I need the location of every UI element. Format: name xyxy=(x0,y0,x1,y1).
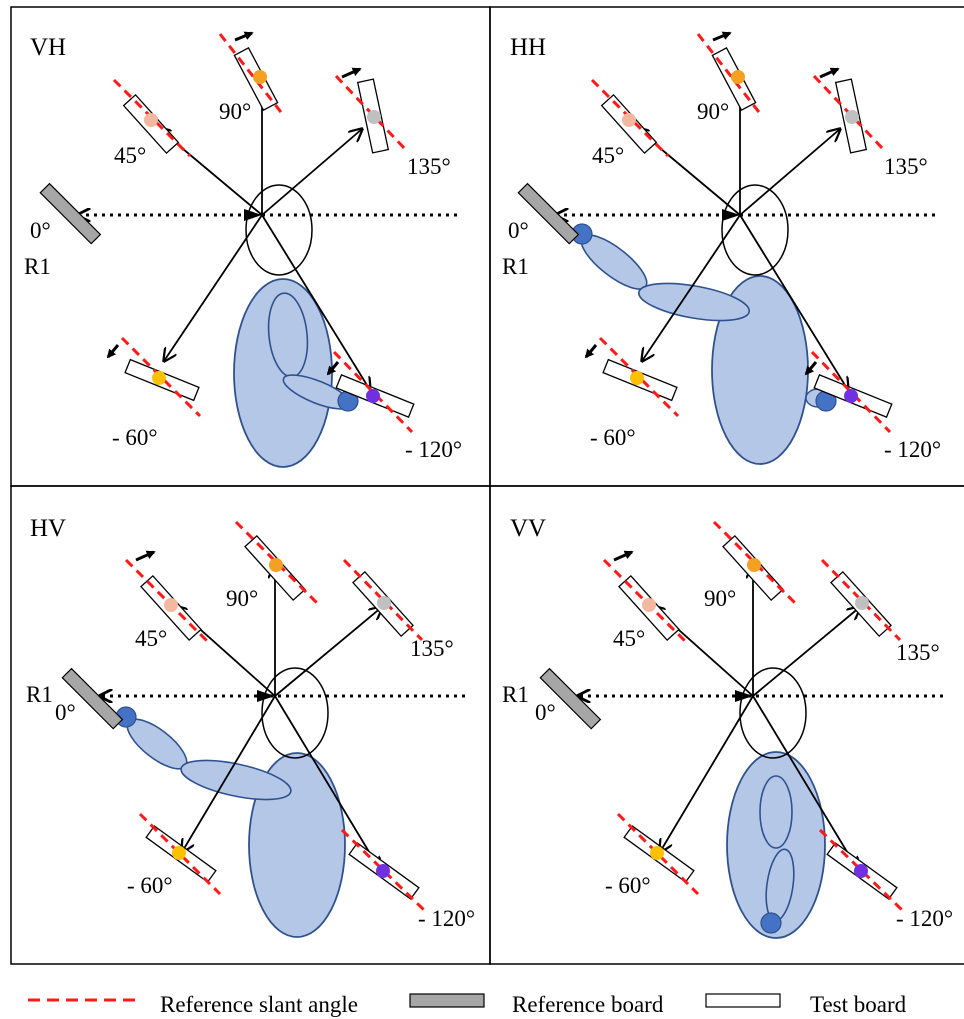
reference-board xyxy=(517,182,580,245)
label-m120: - 120° xyxy=(884,437,941,462)
test-board-45 xyxy=(590,78,670,158)
ray-135 xyxy=(261,129,362,216)
label-m60: - 60° xyxy=(127,873,173,898)
legend-test-board-swatch xyxy=(705,993,781,1008)
panel-title: HH xyxy=(510,34,546,61)
test-board-90 xyxy=(234,520,320,606)
panel-hv: HV 90° 45° 135° R1 0° - 60° - 120° xyxy=(26,515,475,938)
label-45: 45° xyxy=(135,626,167,651)
reference-board xyxy=(39,182,102,245)
label-m60: - 60° xyxy=(590,425,636,450)
test-board-45 xyxy=(602,550,688,644)
test-board-m60 xyxy=(106,336,202,418)
test-board-m60 xyxy=(584,336,680,418)
label-m60: - 60° xyxy=(605,873,651,898)
ray-m120 xyxy=(739,214,848,390)
label-0: 0° xyxy=(30,218,51,243)
test-board-45 xyxy=(124,550,210,644)
label-0: 0° xyxy=(535,700,556,725)
label-r1: R1 xyxy=(502,682,529,707)
panel-vv: VV 90° 45° 135° R1 0° - 60° - 120° xyxy=(502,515,953,939)
panel-title: HV xyxy=(30,515,66,542)
test-board-135 xyxy=(820,558,902,642)
ray-m60 xyxy=(642,214,741,361)
antenna-rotation-circle xyxy=(739,667,807,759)
ray-m120 xyxy=(261,214,370,390)
test-board-135 xyxy=(342,558,424,642)
panel-title: VH xyxy=(30,34,66,61)
panel-vh: VH 90° 45° 135° 0° R1 - 60° - 120° xyxy=(24,31,462,468)
test-board-90 xyxy=(712,520,798,606)
label-90: 90° xyxy=(226,586,258,611)
label-45: 45° xyxy=(592,143,624,168)
ray-m60 xyxy=(660,695,754,852)
panel-frame-vv xyxy=(489,485,964,965)
label-r1: R1 xyxy=(502,254,529,279)
test-board-m120 xyxy=(326,350,415,434)
test-board-m120 xyxy=(804,350,893,434)
label-m120: - 120° xyxy=(405,437,462,462)
ray-135 xyxy=(739,129,840,216)
test-board-m120 xyxy=(340,828,426,912)
panel-frame-hv xyxy=(10,485,491,965)
label-m120: - 120° xyxy=(418,906,475,931)
test-board-135 xyxy=(812,67,886,154)
label-90: 90° xyxy=(704,586,736,611)
ray-m120 xyxy=(274,695,380,870)
label-135: 135° xyxy=(410,636,454,661)
label-90: 90° xyxy=(697,99,729,124)
legend-test-board-label: Test board xyxy=(810,992,907,1017)
label-0: 0° xyxy=(508,218,529,243)
legend-slant-label: Reference slant angle xyxy=(160,992,358,1017)
test-board-m120 xyxy=(818,828,904,912)
human-body xyxy=(233,278,359,468)
antenna-rotation-circle xyxy=(245,184,313,276)
label-135: 135° xyxy=(884,154,928,179)
test-board-45 xyxy=(112,78,192,158)
ray-m60 xyxy=(182,695,276,852)
antenna-rotation-circle xyxy=(261,667,329,759)
ray-135 xyxy=(752,607,860,697)
label-90: 90° xyxy=(219,99,251,124)
panel-hh: HH 90° 45° 135° 0° R1 - 60° - 120° xyxy=(502,31,941,465)
panel-title: VV xyxy=(510,515,546,542)
legend-ref-board-swatch xyxy=(409,993,485,1008)
test-board-135 xyxy=(334,67,408,154)
human-body xyxy=(571,223,837,465)
label-135: 135° xyxy=(896,640,940,665)
test-board-m60 xyxy=(138,812,222,896)
legend-ref-board-label: Reference board xyxy=(512,992,664,1017)
test-board-m60 xyxy=(616,812,700,896)
ray-m60 xyxy=(164,214,263,361)
reference-board xyxy=(61,667,124,730)
label-r1: R1 xyxy=(26,682,53,707)
label-r1: R1 xyxy=(24,254,51,279)
test-board-90 xyxy=(218,31,286,117)
legend: Reference slant angle Reference board Te… xyxy=(28,992,907,1017)
label-0: 0° xyxy=(55,700,76,725)
human-body xyxy=(115,706,346,938)
ray-m120 xyxy=(752,695,858,870)
test-board-90 xyxy=(696,31,764,117)
reference-board xyxy=(539,667,602,730)
label-45: 45° xyxy=(114,143,146,168)
human-body xyxy=(726,751,826,939)
label-m60: - 60° xyxy=(112,425,158,450)
label-m120: - 120° xyxy=(896,906,953,931)
label-45: 45° xyxy=(613,626,645,651)
label-135: 135° xyxy=(407,154,451,179)
antenna-rotation-circle xyxy=(721,184,789,276)
ray-135 xyxy=(274,607,382,697)
